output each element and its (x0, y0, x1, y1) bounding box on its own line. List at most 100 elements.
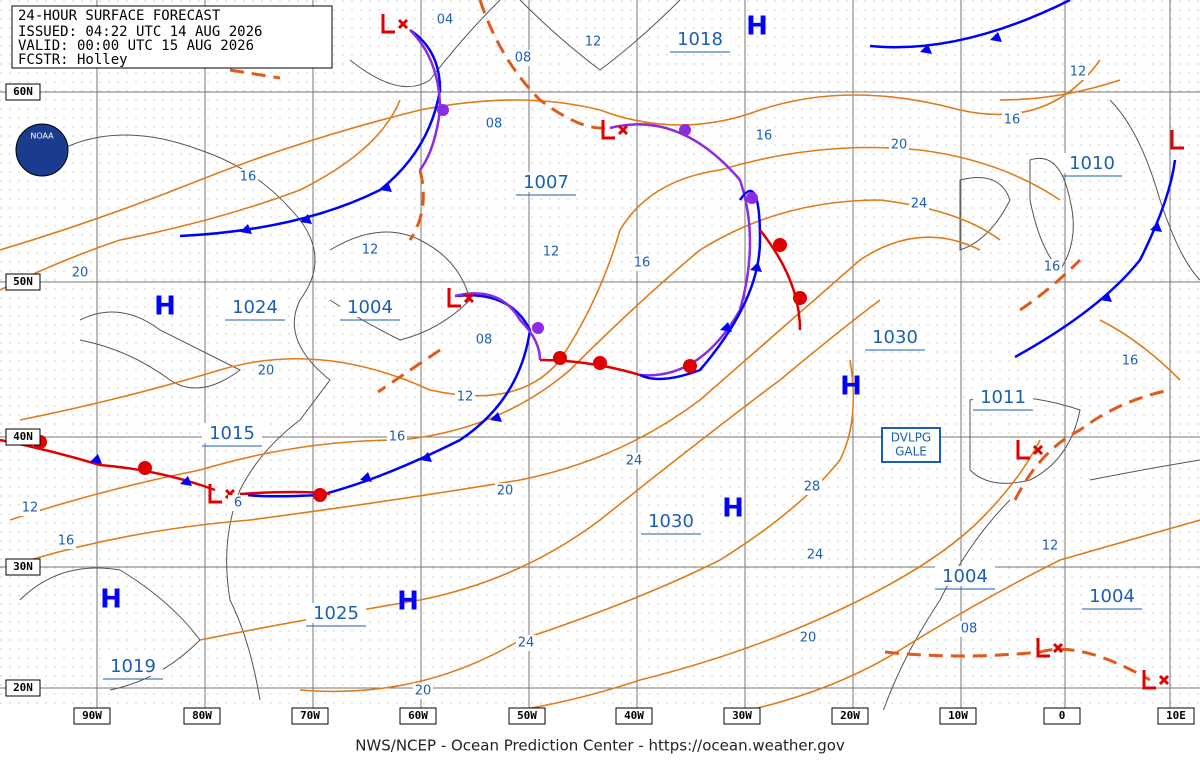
header-box (11, 5, 333, 69)
pressure-label-bg (1082, 586, 1142, 606)
isobar-label-bg (1068, 64, 1088, 80)
lon-label: 10W (948, 709, 968, 722)
pressure-label-bg (516, 172, 576, 192)
isobar-label-bg (474, 332, 494, 348)
isobar-label-bg (583, 34, 603, 50)
high-marker: H (840, 372, 862, 402)
isobar-label: 28 (804, 480, 821, 495)
isobar-label: 12 (585, 35, 602, 50)
pressure-label: 1010 (1069, 153, 1115, 174)
high-marker: H (722, 494, 744, 524)
lat-label-box (5, 273, 41, 291)
lon-label-box (508, 707, 546, 725)
lon-label-box (615, 707, 653, 725)
lat-label: 40N (13, 430, 33, 443)
lon-label: 70W (300, 709, 320, 722)
pressure-label-bg (973, 387, 1033, 407)
occluded-pips (437, 104, 758, 334)
header-line: ISSUED: 04:22 UTC 14 AUG 2026 (18, 24, 262, 40)
isobar-label-bg (516, 635, 536, 651)
lon-label-box (723, 707, 761, 725)
pressure-label: 1004 (347, 297, 393, 318)
isobar-label: 16 (1004, 113, 1021, 128)
pressure-label: 1025 (313, 603, 359, 624)
isobar-label-bg (495, 483, 515, 499)
isobar-label-bg (1002, 112, 1022, 128)
lon-label-box (291, 707, 329, 725)
lat-label: 50N (13, 275, 33, 288)
isobar-label: 12 (543, 245, 560, 260)
isobar-label: 20 (258, 364, 275, 379)
isobar-label: 16 (634, 256, 651, 271)
isobar-label: 24 (626, 454, 643, 469)
pressure-label-bg (340, 297, 400, 317)
lon-label: 30W (732, 709, 752, 722)
pressure-label: 1011 (980, 387, 1026, 408)
lat-label: 30N (13, 560, 33, 573)
isobar-label: 08 (476, 333, 493, 348)
lon-label: 60W (408, 709, 428, 722)
isobar-label-bg (754, 128, 774, 144)
lat-label-box (5, 83, 41, 101)
isobar-label: 12 (1070, 65, 1087, 80)
isobar-label-bg (959, 621, 979, 637)
high-marker: H (100, 585, 122, 615)
pressure-label: 1019 (110, 656, 156, 677)
lat-label: 60N (13, 85, 33, 98)
isobar-label-bg (805, 547, 825, 563)
isobar-label-bg (228, 495, 248, 511)
high-marker: H (397, 587, 419, 617)
footer-bar (0, 734, 1200, 764)
isobar-label: 16 (1044, 260, 1061, 275)
isobar-label-bg (455, 389, 475, 405)
isobar-label-bg (1040, 538, 1060, 554)
pressure-label: 1018 (677, 29, 723, 50)
isobar-label: 20 (415, 684, 432, 699)
lat-label-box (5, 428, 41, 446)
pressure-label-bg (225, 297, 285, 317)
gale-label: GALE (895, 445, 927, 459)
isobar-label-bg (909, 196, 929, 212)
isobar-label: 16 (389, 430, 406, 445)
fronts (0, 0, 1177, 498)
isobar-label-bg (256, 363, 276, 379)
lon-label-box (399, 707, 437, 725)
isobar-label-bg (541, 244, 561, 260)
pressure-label-bg (865, 327, 925, 347)
isobar-label: 08 (486, 117, 503, 132)
pressure-label: 1004 (942, 566, 988, 587)
isobar-label: 12 (362, 243, 379, 258)
pressure-label: 1030 (872, 327, 918, 348)
isobar-label-bg (1042, 259, 1062, 275)
pressure-label-bg (103, 656, 163, 676)
pressure-label: 1004 (1089, 586, 1135, 607)
isobar-label: 12 (457, 390, 474, 405)
isobar-label: 16 (58, 534, 75, 549)
header-line: VALID: 00:00 UTC 15 AUG 2026 (18, 38, 254, 54)
lat-label: 20N (13, 681, 33, 694)
isobar-label-bg (435, 12, 455, 28)
isobar-label: 24 (807, 548, 824, 563)
lat-label-box (5, 558, 41, 576)
isobar-label: 16 (756, 129, 773, 144)
isobar-label-bg (632, 255, 652, 271)
isobars (0, 59, 1200, 721)
gale-label: DVLPG (891, 431, 931, 445)
isobar-label: 20 (497, 484, 514, 499)
lon-label: 0 (1059, 709, 1066, 722)
isobar-label-bg (889, 137, 909, 153)
graticule (0, 0, 1200, 710)
high-marker: H (746, 12, 768, 42)
pressure-label-bg (641, 511, 701, 531)
isobar-label: 08 (961, 622, 978, 637)
footer-text: NWS/NCEP - Ocean Prediction Center - htt… (355, 737, 845, 755)
lon-label: 20W (840, 709, 860, 722)
isobar-label-bg (798, 630, 818, 646)
isobar-label-bg (484, 116, 504, 132)
isobar-label-bg (56, 533, 76, 549)
low-symbols (208, 14, 1184, 690)
isobar-label-bg (413, 683, 433, 699)
pressure-label-bg (935, 566, 995, 586)
noaa-logo (15, 123, 69, 177)
